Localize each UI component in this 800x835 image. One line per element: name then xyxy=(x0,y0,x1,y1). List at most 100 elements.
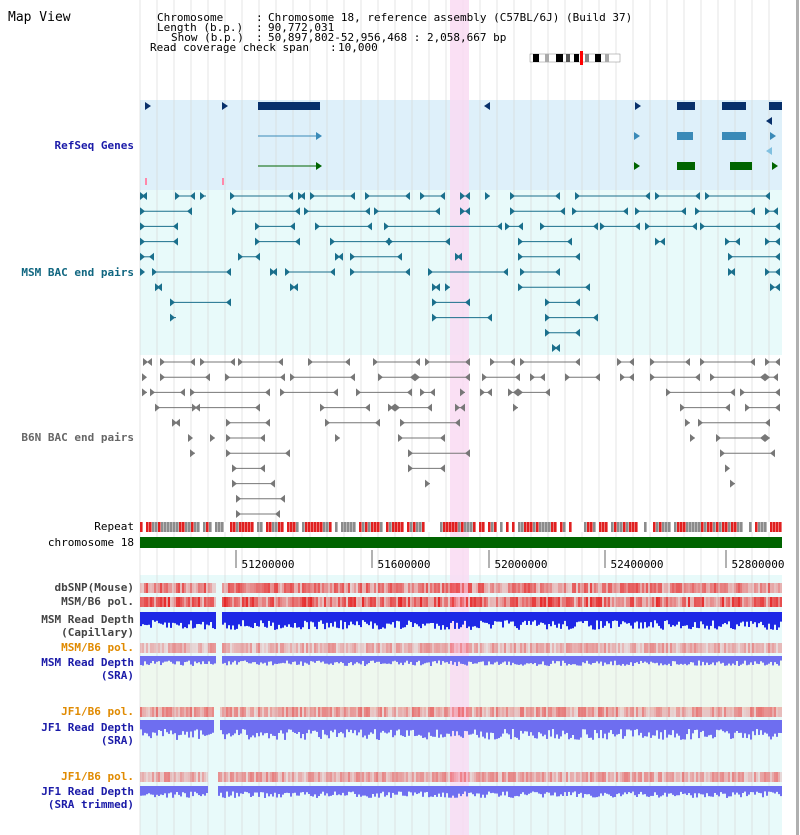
polymorphism-bin[interactable] xyxy=(510,583,512,593)
repeat-element[interactable] xyxy=(728,522,731,532)
depth-bin[interactable] xyxy=(362,656,364,661)
polymorphism-bin[interactable] xyxy=(516,643,518,653)
polymorphism-bin[interactable] xyxy=(692,597,694,607)
depth-bin[interactable] xyxy=(274,656,276,664)
polymorphism-bin[interactable] xyxy=(590,583,592,593)
polymorphism-bin[interactable] xyxy=(434,707,436,717)
polymorphism-bin[interactable] xyxy=(478,583,480,593)
depth-bin[interactable] xyxy=(152,656,154,661)
polymorphism-bin[interactable] xyxy=(474,643,476,653)
polymorphism-bin[interactable] xyxy=(338,772,340,782)
polymorphism-bin[interactable] xyxy=(368,772,370,782)
polymorphism-bin[interactable] xyxy=(242,772,244,782)
bac-end-marker[interactable] xyxy=(497,222,502,231)
depth-bin[interactable] xyxy=(652,612,654,628)
polymorphism-bin[interactable] xyxy=(548,772,550,782)
polymorphism-bin[interactable] xyxy=(544,597,546,607)
polymorphism-bin[interactable] xyxy=(764,707,766,717)
polymorphism-bin[interactable] xyxy=(168,707,170,717)
polymorphism-bin[interactable] xyxy=(574,772,576,782)
depth-bin[interactable] xyxy=(628,720,630,730)
depth-bin[interactable] xyxy=(422,656,424,665)
polymorphism-bin[interactable] xyxy=(704,772,706,782)
depth-bin[interactable] xyxy=(252,656,254,663)
depth-bin[interactable] xyxy=(582,656,584,663)
depth-bin[interactable] xyxy=(646,656,648,663)
depth-bin[interactable] xyxy=(722,656,724,663)
polymorphism-bin[interactable] xyxy=(338,583,340,593)
polymorphism-bin[interactable] xyxy=(576,597,578,607)
depth-bin[interactable] xyxy=(206,656,208,665)
polymorphism-bin[interactable] xyxy=(728,772,730,782)
polymorphism-bin[interactable] xyxy=(202,583,204,593)
polymorphism-bin[interactable] xyxy=(310,597,312,607)
polymorphism-bin[interactable] xyxy=(608,597,610,607)
depth-bin[interactable] xyxy=(316,720,318,732)
depth-bin[interactable] xyxy=(510,656,512,666)
repeat-element[interactable] xyxy=(209,522,212,532)
depth-bin[interactable] xyxy=(740,656,742,665)
bac-end-marker[interactable] xyxy=(460,207,465,216)
depth-bin[interactable] xyxy=(562,786,564,796)
depth-bin[interactable] xyxy=(522,656,524,666)
depth-bin[interactable] xyxy=(224,656,226,663)
polymorphism-bin[interactable] xyxy=(498,772,500,782)
polymorphism-bin[interactable] xyxy=(206,583,208,593)
repeat-element[interactable] xyxy=(743,522,746,532)
polymorphism-bin[interactable] xyxy=(722,772,724,782)
depth-bin[interactable] xyxy=(514,720,516,738)
depth-bin[interactable] xyxy=(438,720,440,738)
polymorphism-bin[interactable] xyxy=(512,772,514,782)
polymorphism-bin[interactable] xyxy=(360,583,362,593)
polymorphism-bin[interactable] xyxy=(556,643,558,653)
depth-bin[interactable] xyxy=(140,720,142,730)
bac-end-marker[interactable] xyxy=(152,268,157,276)
depth-bin[interactable] xyxy=(266,720,268,733)
polymorphism-bin[interactable] xyxy=(502,597,504,607)
polymorphism-bin[interactable] xyxy=(648,583,650,593)
polymorphism-bin[interactable] xyxy=(578,707,580,717)
depth-bin[interactable] xyxy=(676,656,678,665)
depth-bin[interactable] xyxy=(410,720,412,731)
polymorphism-bin[interactable] xyxy=(504,597,506,607)
depth-bin[interactable] xyxy=(776,612,778,630)
depth-bin[interactable] xyxy=(344,656,346,666)
depth-bin[interactable] xyxy=(430,612,432,623)
depth-bin[interactable] xyxy=(752,720,754,732)
depth-bin[interactable] xyxy=(154,656,156,664)
repeat-element[interactable] xyxy=(410,522,413,532)
depth-bin[interactable] xyxy=(424,612,426,626)
depth-bin[interactable] xyxy=(772,656,774,666)
polymorphism-bin[interactable] xyxy=(432,583,434,593)
polymorphism-bin[interactable] xyxy=(482,643,484,653)
repeat-element[interactable] xyxy=(299,522,302,532)
polymorphism-bin[interactable] xyxy=(666,643,668,653)
polymorphism-bin[interactable] xyxy=(656,643,658,653)
polymorphism-bin[interactable] xyxy=(468,643,470,653)
polymorphism-bin[interactable] xyxy=(596,772,598,782)
polymorphism-bin[interactable] xyxy=(750,597,752,607)
depth-bin[interactable] xyxy=(544,786,546,794)
polymorphism-bin[interactable] xyxy=(724,772,726,782)
polymorphism-bin[interactable] xyxy=(450,583,452,593)
polymorphism-bin[interactable] xyxy=(368,643,370,653)
polymorphism-bin[interactable] xyxy=(374,707,376,717)
depth-bin[interactable] xyxy=(148,656,150,665)
depth-bin[interactable] xyxy=(146,720,148,734)
repeat-element[interactable] xyxy=(455,522,458,532)
depth-bin[interactable] xyxy=(724,656,726,666)
depth-bin[interactable] xyxy=(426,786,428,792)
polymorphism-bin[interactable] xyxy=(234,772,236,782)
depth-bin[interactable] xyxy=(176,786,178,793)
polymorphism-bin[interactable] xyxy=(396,583,398,593)
polymorphism-bin[interactable] xyxy=(186,583,188,593)
depth-bin[interactable] xyxy=(496,786,498,794)
polymorphism-bin[interactable] xyxy=(642,643,644,653)
depth-bin[interactable] xyxy=(528,656,530,664)
polymorphism-bin[interactable] xyxy=(414,597,416,607)
bac-end-marker[interactable] xyxy=(432,298,437,307)
polymorphism-bin[interactable] xyxy=(498,643,500,653)
polymorphism-bin[interactable] xyxy=(194,597,196,607)
repeat-element[interactable] xyxy=(146,522,149,532)
polymorphism-bin[interactable] xyxy=(340,583,342,593)
